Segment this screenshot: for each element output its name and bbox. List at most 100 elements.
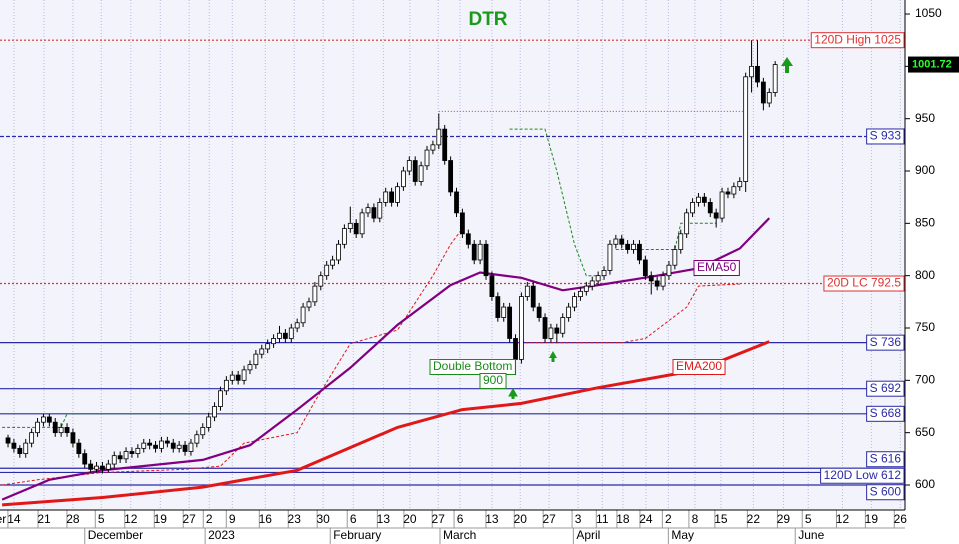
x-tick-label: 6 [350, 512, 357, 526]
candle-body [566, 306, 572, 318]
ema-line [1, 340, 770, 507]
x-tick-label: 16 [259, 512, 273, 526]
level-label: S 616 [870, 451, 902, 465]
level-label: S 668 [870, 406, 902, 420]
candle-body [477, 243, 483, 261]
candle-body [46, 416, 52, 423]
level-label-box [866, 405, 905, 422]
candle-body [383, 191, 389, 203]
x-tick-label: 12 [124, 512, 138, 526]
candle-body [389, 191, 395, 203]
x-tick-label: 21 [37, 512, 51, 526]
candle-body [111, 455, 117, 465]
candle-body [123, 451, 129, 460]
candle-body [424, 149, 430, 167]
x-tick-label: 2 [206, 512, 213, 526]
candle-body [696, 196, 701, 203]
x-tick-label: er [0, 512, 6, 526]
series-label: EMA50 [697, 260, 737, 274]
candle-body [760, 81, 766, 104]
candle-body [194, 434, 200, 444]
candle-body [371, 207, 377, 219]
x-tick-label: 5 [98, 512, 105, 526]
candle-body [772, 64, 778, 93]
arrow [781, 57, 793, 66]
annotation-box [429, 359, 516, 375]
candle-body [731, 186, 737, 195]
y-tick-label: 700 [915, 373, 935, 387]
level-label-box [866, 334, 905, 351]
y-tick-label: 850 [915, 216, 935, 230]
candle-body [35, 421, 40, 434]
level-label-box [866, 128, 905, 145]
x-tick-label: 23 [288, 512, 302, 526]
month-label: December [88, 528, 143, 542]
x-tick-label: 27 [183, 512, 197, 526]
x-tick-label: 30 [316, 512, 330, 526]
candle-body [330, 259, 335, 266]
month-label: March [443, 528, 476, 542]
y-tick-label: 650 [915, 425, 935, 439]
candle-body [23, 442, 29, 454]
x-tick-label: 12 [836, 512, 850, 526]
month-label: June [798, 528, 824, 542]
candle-body [495, 296, 501, 318]
arrow [785, 65, 789, 73]
candle-body [572, 296, 577, 308]
x-tick-label: 13 [377, 512, 391, 526]
candle-body [300, 306, 306, 324]
arrow [551, 357, 555, 362]
y-tick-label: 900 [915, 163, 935, 177]
grid [7, 0, 910, 528]
candle-body [105, 463, 111, 470]
candle-body [701, 196, 707, 203]
candle-body [88, 463, 94, 470]
candle-body [353, 222, 359, 235]
arrow [511, 394, 515, 399]
candle-body [631, 243, 636, 250]
candles [5, 40, 778, 474]
x-tick-label: 18 [616, 512, 630, 526]
candle-body [713, 212, 719, 219]
candle-body [483, 243, 489, 277]
candle-body [176, 444, 182, 449]
candle-body [607, 243, 613, 271]
candle-body [412, 160, 418, 182]
month-label: February [333, 528, 381, 542]
x-tick-label: 27 [542, 512, 556, 526]
candle-body [347, 222, 353, 229]
candle-body [206, 416, 212, 428]
candle-body [507, 306, 513, 339]
candle-body [648, 275, 654, 282]
candle-body [554, 327, 560, 334]
candle-body [672, 249, 678, 266]
candle-body [589, 280, 595, 287]
candle-body [442, 128, 448, 161]
candle-body [613, 238, 619, 245]
candle-body [684, 212, 690, 235]
last-price-box [908, 56, 959, 73]
x-tick-label: 13 [485, 512, 499, 526]
candle-body [135, 447, 141, 454]
level-label: 120D High 1025 [814, 32, 901, 46]
x-tick-label: 28 [66, 512, 80, 526]
candle-body [460, 212, 465, 235]
candle-body [223, 379, 229, 392]
candle-body [548, 327, 554, 339]
x-tick-label: 29 [777, 512, 791, 526]
candle-body [471, 243, 477, 261]
month-label: May [671, 528, 694, 542]
x-tick-label: 6 [457, 512, 464, 526]
candle-body [725, 191, 731, 195]
x-tick-label: 2 [665, 512, 672, 526]
candle-body [436, 128, 442, 146]
candle-body [454, 191, 459, 214]
candle-body [489, 275, 495, 298]
y-tick-label: 800 [915, 268, 935, 282]
candle-body [64, 427, 70, 434]
candle-body [749, 65, 754, 78]
candle-body [218, 390, 223, 407]
candle-body [513, 338, 518, 360]
candle-body [578, 290, 583, 298]
series-label: EMA200 [676, 359, 722, 373]
